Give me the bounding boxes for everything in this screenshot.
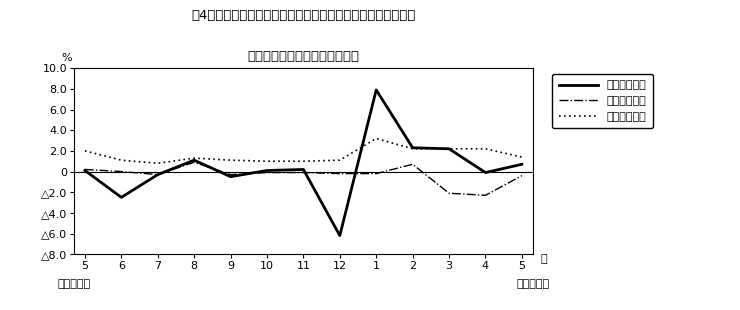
Text: 平成２３年: 平成２３年 <box>517 279 549 289</box>
Legend: 現金給与総額, 総実労働時間, 常用雇用指数: 現金給与総額, 総実労働時間, 常用雇用指数 <box>552 74 653 128</box>
Text: %: % <box>61 53 72 63</box>
Text: 平成２２年: 平成２２年 <box>58 279 90 289</box>
Text: 月: 月 <box>540 254 547 264</box>
Text: （規樥５人以上　調査産業計）: （規樥５人以上 調査産業計） <box>247 50 360 63</box>
Text: 笥4図　賃金、労働時間、常用雇用指数　対前年同月比の推移: 笥4図 賃金、労働時間、常用雇用指数 対前年同月比の推移 <box>191 9 416 22</box>
